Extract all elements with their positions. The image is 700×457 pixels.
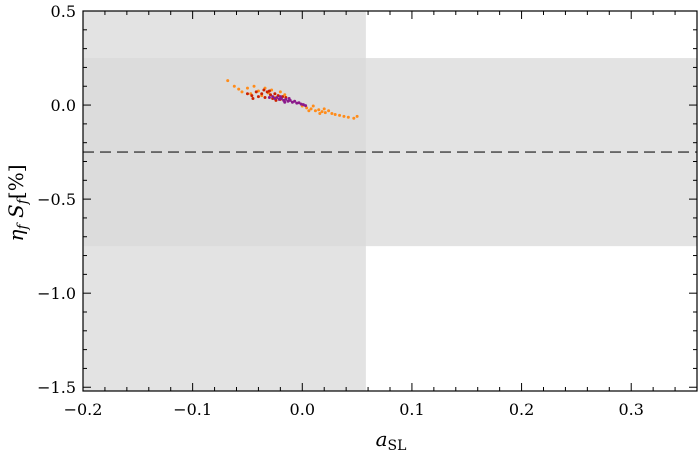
- point-s0-17: [309, 107, 313, 111]
- x-tick-label: −0.2: [64, 400, 103, 419]
- point-s1-0: [245, 92, 249, 96]
- point-s0-29: [355, 114, 359, 118]
- x-tick-label: 0.0: [290, 400, 315, 419]
- point-s0-3: [240, 90, 244, 94]
- point-s0-32: [307, 109, 311, 113]
- point-s2-18: [278, 95, 282, 99]
- y-tick-label: −1.0: [37, 284, 76, 303]
- point-s0-20: [320, 110, 324, 114]
- point-s0-19: [317, 108, 321, 112]
- point-s0-6: [252, 84, 256, 88]
- point-s0-33: [318, 112, 322, 116]
- shaded-bands: [83, 11, 697, 391]
- point-s1-15: [251, 96, 255, 100]
- y-tick-labels: 0.5 0.0 −0.5 −1.0 −1.5: [37, 2, 76, 397]
- y-axis-label: ηf Sf[%]: [4, 164, 31, 241]
- point-s1-13: [262, 88, 266, 92]
- point-s1-7: [268, 93, 272, 97]
- point-s0-28: [352, 116, 356, 120]
- point-s0-14: [283, 93, 287, 97]
- point-s0-21: [323, 111, 327, 115]
- y-tick-label: 0.5: [51, 2, 76, 21]
- point-s2-3: [275, 96, 279, 100]
- x-tick-label: −0.1: [173, 400, 212, 419]
- point-s2-7: [284, 97, 288, 101]
- point-s0-25: [338, 113, 342, 117]
- point-s2-16: [304, 104, 308, 108]
- point-s1-4: [260, 92, 264, 96]
- point-s0-13: [278, 90, 282, 94]
- point-s0-30: [311, 104, 315, 108]
- point-s0-4: [245, 86, 249, 90]
- point-s1-5: [263, 96, 267, 100]
- point-s0-23: [330, 112, 334, 116]
- y-tick-label: −0.5: [37, 190, 76, 209]
- point-s0-31: [322, 107, 326, 111]
- point-s0-18: [313, 109, 317, 113]
- point-s0-24: [333, 112, 337, 116]
- point-s2-13: [297, 101, 301, 105]
- point-s0-16: [305, 106, 309, 110]
- point-s1-1: [250, 94, 254, 98]
- x-tick-labels: −0.2 −0.1 0.0 0.1 0.2 0.3: [64, 400, 644, 419]
- point-s2-19: [287, 96, 291, 100]
- x-tick-label: 0.2: [509, 400, 534, 419]
- y-tick-label: −1.5: [37, 378, 76, 397]
- point-s2-11: [293, 99, 297, 103]
- point-s2-1: [271, 95, 275, 99]
- x-tick-label: 0.3: [618, 400, 643, 419]
- point-s1-9: [273, 92, 277, 96]
- axis-ticks: [82, 10, 698, 391]
- point-s0-0: [226, 79, 230, 83]
- point-s1-3: [256, 95, 260, 99]
- scatter-points: [226, 79, 359, 120]
- point-s0-2: [237, 87, 241, 91]
- point-s1-2: [254, 90, 258, 94]
- point-s0-22: [327, 109, 331, 113]
- point-s0-27: [346, 115, 350, 119]
- point-s2-17: [283, 100, 287, 104]
- x-axis-label: aSL: [376, 427, 407, 454]
- point-s1-14: [267, 89, 271, 93]
- point-s0-26: [342, 114, 346, 118]
- x-tick-label: 0.1: [399, 400, 424, 419]
- point-s2-0: [267, 96, 271, 100]
- y-tick-label: 0.0: [51, 96, 76, 115]
- point-s0-1: [232, 84, 236, 88]
